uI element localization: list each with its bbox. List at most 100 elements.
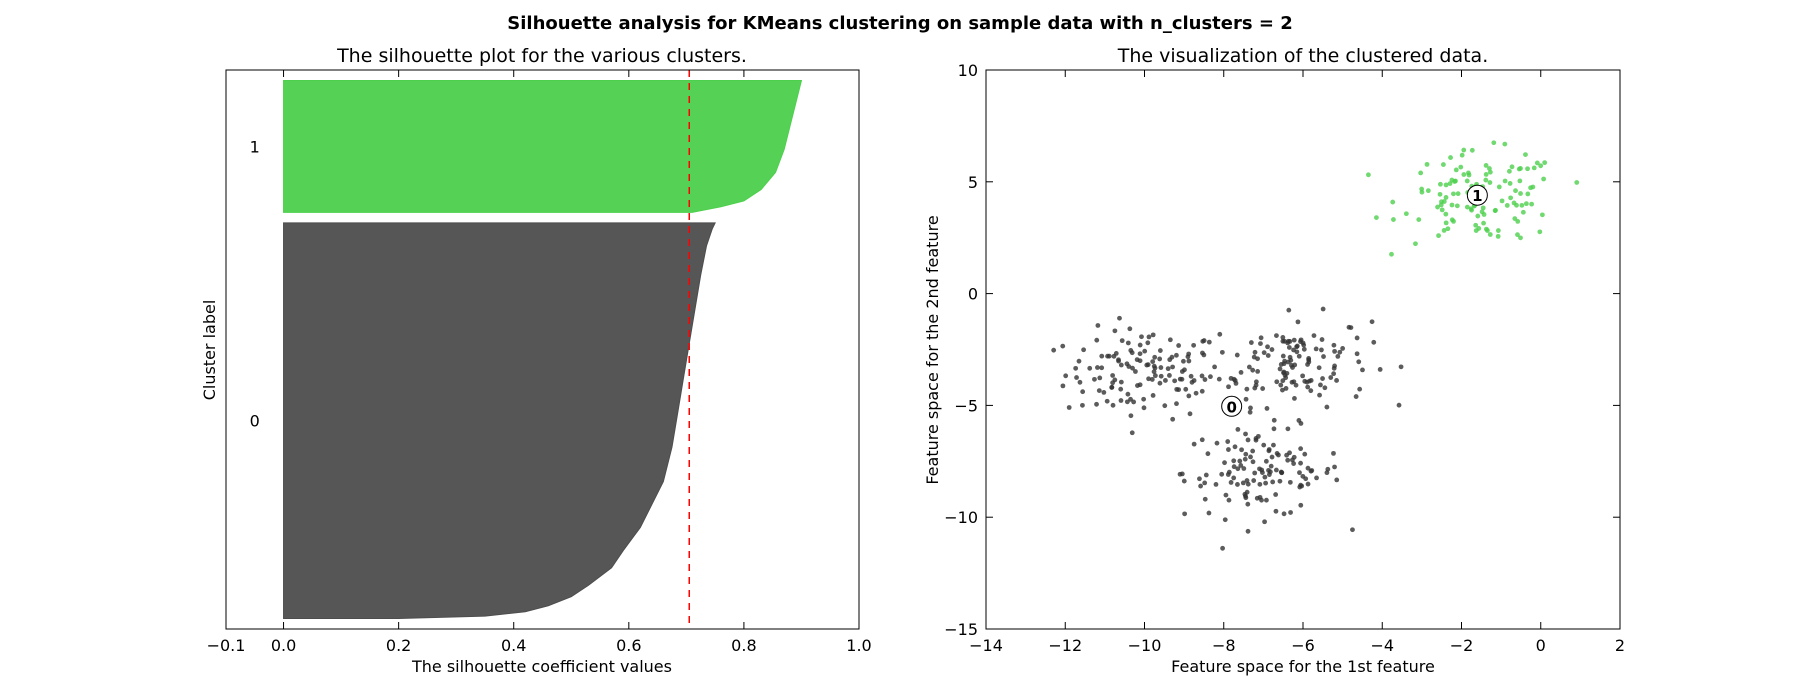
scatter-point xyxy=(1213,481,1219,487)
scatter-point xyxy=(1112,328,1118,334)
scatter-point xyxy=(1243,431,1248,437)
scatter-point xyxy=(1137,358,1143,364)
scatter-point xyxy=(1117,315,1122,321)
silhouette-axes-frame xyxy=(225,69,860,630)
scatter-point xyxy=(1332,348,1338,354)
scatter-point xyxy=(1245,437,1251,443)
scatter-point xyxy=(1499,198,1505,204)
scatter-point xyxy=(1377,367,1383,372)
scatter-point xyxy=(1243,396,1249,402)
scatter-point xyxy=(1151,363,1157,369)
scatter-point xyxy=(1222,517,1228,523)
scatter-point xyxy=(1216,376,1222,382)
scatter-point xyxy=(1371,339,1377,345)
scatter-point xyxy=(1461,147,1467,153)
scatter-point xyxy=(1095,323,1101,328)
scatter-point xyxy=(1092,376,1097,382)
scatter-point xyxy=(1163,378,1168,383)
scatter-point xyxy=(1231,376,1237,382)
scatter-point xyxy=(1278,362,1284,367)
scatter-point xyxy=(1129,430,1135,436)
scatter-point xyxy=(1253,437,1259,443)
scatter-point xyxy=(1316,365,1322,371)
scatter-point xyxy=(1220,545,1225,551)
scatter-point xyxy=(1181,358,1186,364)
scatter-point xyxy=(1279,470,1285,476)
scatter-point xyxy=(1320,376,1325,381)
scatter-point xyxy=(1534,160,1540,166)
scatter-point xyxy=(1182,367,1187,373)
scatter-point xyxy=(1391,217,1396,222)
scatter-point xyxy=(1118,398,1124,403)
scatter-point xyxy=(1454,203,1460,209)
scatter-point xyxy=(1354,335,1360,341)
scatter-point xyxy=(1334,378,1339,383)
scatter-point xyxy=(1502,141,1508,147)
scatter-point xyxy=(1231,458,1237,464)
scatter-point xyxy=(1244,478,1250,483)
scatter-point xyxy=(1274,333,1279,339)
scatter-point xyxy=(1286,307,1292,313)
scatter-point xyxy=(1574,180,1580,185)
scatter-point xyxy=(1334,477,1340,483)
x-tick-label: −8 xyxy=(1212,636,1236,655)
scatter-point xyxy=(1346,324,1352,330)
scatter-point xyxy=(1252,470,1258,476)
scatter-point xyxy=(1469,147,1475,153)
scatter-point xyxy=(1515,218,1521,224)
scatter-point xyxy=(1328,375,1334,380)
scatter-point xyxy=(1151,369,1157,375)
scatter-point xyxy=(1181,478,1187,484)
scatter-point xyxy=(1109,384,1115,390)
scatter-point xyxy=(1080,402,1085,408)
scatter-point xyxy=(1293,382,1299,388)
scatter-point xyxy=(1073,365,1079,371)
x-tick-label: 0 xyxy=(1536,636,1546,655)
scatter-point xyxy=(1176,343,1182,348)
scatter-point xyxy=(1203,472,1209,478)
scatter-point xyxy=(1282,358,1288,364)
scatter-point xyxy=(1319,337,1325,342)
scatter-point xyxy=(1197,476,1202,482)
scatter-point xyxy=(1263,480,1269,486)
scatter-point xyxy=(1441,228,1447,233)
x-tick-label: −6 xyxy=(1291,636,1315,655)
scatter-point xyxy=(1142,348,1148,354)
scatter-point xyxy=(1060,383,1066,389)
scatter-point xyxy=(1284,370,1290,376)
scatter-point xyxy=(1458,164,1464,170)
scatter-point xyxy=(1438,181,1443,187)
scatter-point xyxy=(1188,373,1194,379)
scatter-point xyxy=(1453,167,1459,173)
scatter-point xyxy=(1208,374,1213,380)
scatter-point xyxy=(1504,203,1510,208)
scatter-point xyxy=(1110,380,1116,386)
scatter-point xyxy=(1206,339,1212,345)
scatter-point xyxy=(1318,382,1323,388)
scatter-point xyxy=(1110,373,1116,378)
scatter-point xyxy=(1314,475,1319,481)
scatter-point xyxy=(1322,385,1328,391)
scatter-point xyxy=(1199,373,1205,379)
scatter-point xyxy=(1223,492,1229,498)
scatter-point xyxy=(1311,333,1317,338)
scatter-point xyxy=(1255,369,1261,374)
scatter-point xyxy=(1288,357,1294,363)
scatter-point xyxy=(1158,365,1164,370)
scatter-point xyxy=(1095,365,1100,370)
scatter-point xyxy=(1202,377,1208,382)
scatter-point xyxy=(1170,416,1176,422)
scatter-point xyxy=(1251,478,1257,483)
figure-title: Silhouette analysis for KMeans clusterin… xyxy=(507,13,1292,34)
scatter-point xyxy=(1150,332,1156,338)
scatter-point xyxy=(1094,337,1100,343)
scatter-point xyxy=(1116,358,1121,364)
scatter-point xyxy=(1398,364,1404,370)
scatter-point xyxy=(1146,334,1152,340)
scatter-point xyxy=(1157,356,1163,362)
scatter-point xyxy=(1169,354,1175,360)
scatter-point xyxy=(1280,387,1285,393)
scatter-point xyxy=(1443,220,1449,226)
scatter-point xyxy=(1531,165,1537,171)
scatter-point xyxy=(1491,140,1497,146)
